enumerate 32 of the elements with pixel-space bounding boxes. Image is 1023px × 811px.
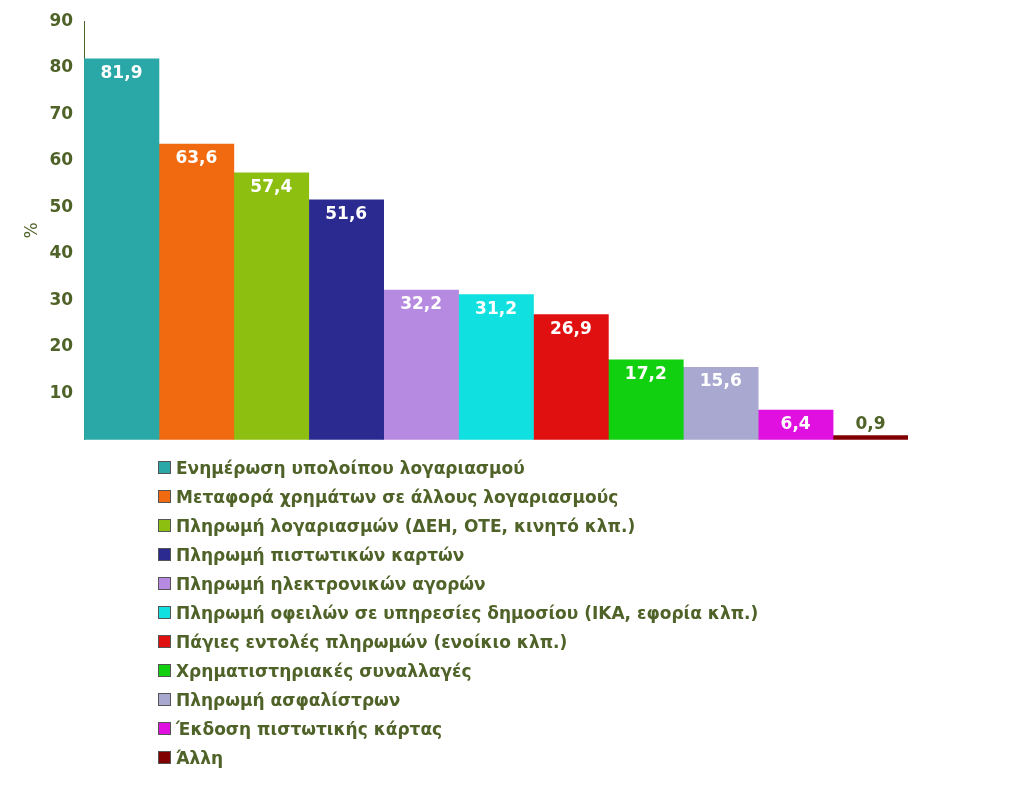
data-label: 63,6 xyxy=(175,146,218,167)
legend-label: Πληρωμή ηλεκτρονικών αγορών xyxy=(176,573,486,594)
legend-label: Ενημέρωση υπολοίπου λογαριασμού xyxy=(176,457,525,478)
data-label: 81,9 xyxy=(100,61,143,82)
legend-label: Πληρωμή ασφαλίστρων xyxy=(176,689,401,710)
y-tick-label: 70 xyxy=(49,102,74,123)
y-tick-label: 30 xyxy=(49,288,74,309)
legend-label: Πάγιες εντολές πληρωμών (ενοίκιο κλπ.) xyxy=(176,631,568,652)
data-label: 51,6 xyxy=(325,202,368,223)
legend-label: Άλλη xyxy=(176,747,224,768)
legend-label: Έκδοση πιστωτικής κάρτας xyxy=(176,718,443,739)
legend-label: Πληρωμή πιστωτικών καρτών xyxy=(176,544,465,565)
y-tick-label: 60 xyxy=(49,149,74,170)
data-label: 6,4 xyxy=(780,412,811,433)
y-tick-label: 20 xyxy=(49,335,74,356)
data-label: 17,2 xyxy=(624,362,667,383)
y-tick-label: 10 xyxy=(49,381,74,402)
data-label: 32,2 xyxy=(400,292,443,313)
data-label: 26,9 xyxy=(549,317,592,338)
data-label: 15,6 xyxy=(699,370,742,391)
legend-label: Μεταφορά χρημάτων σε άλλους λογαριασμούς xyxy=(176,486,619,507)
legend-label: Πληρωμή οφειλών σε υπηρεσίες δημοσίου (ΙΚΑ, εφορία κλπ.) xyxy=(176,602,759,623)
data-label: 0,9 xyxy=(855,412,886,433)
y-tick-label: 80 xyxy=(49,56,74,77)
legend-label: Πληρωμή λογαριασμών (ΔΕΗ, ΟΤΕ, κινητό κλπ.) xyxy=(176,515,636,536)
y-tick-label: 40 xyxy=(49,242,74,263)
data-label: 31,2 xyxy=(475,297,518,318)
data-label: 57,4 xyxy=(250,175,293,196)
legend-label: Χρηματιστηριακές συναλλαγές xyxy=(176,660,472,681)
y-axis-title: % xyxy=(20,222,41,239)
y-tick-label: 50 xyxy=(49,195,74,216)
y-tick-label: 90 xyxy=(49,9,74,30)
